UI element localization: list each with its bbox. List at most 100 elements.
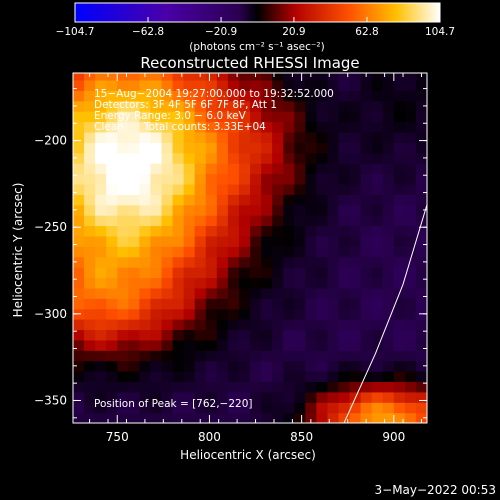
heatmap-cell xyxy=(294,350,306,362)
heatmap-cell xyxy=(272,131,284,143)
heatmap-cell xyxy=(349,246,362,258)
heatmap-cell xyxy=(371,329,384,341)
heatmap-cell xyxy=(183,142,196,154)
heatmap-cell xyxy=(161,183,174,195)
heatmap-cell xyxy=(283,319,295,331)
heatmap-cell xyxy=(415,360,427,372)
heatmap-cell xyxy=(327,121,340,133)
heatmap-cell xyxy=(360,298,373,310)
heatmap-cell xyxy=(294,131,306,143)
heatmap-cell xyxy=(316,173,329,185)
heatmap-cell xyxy=(128,402,140,414)
heatmap-cell xyxy=(382,412,395,423)
heatmap-cell xyxy=(150,267,163,279)
heatmap-cell xyxy=(227,215,240,227)
heatmap-cell xyxy=(150,204,163,216)
heatmap-cell xyxy=(382,183,395,195)
heatmap-cell xyxy=(216,204,229,216)
heatmap-cell xyxy=(128,90,140,102)
heatmap-cell xyxy=(250,235,262,247)
heatmap-cell xyxy=(139,246,152,258)
heatmap-cell xyxy=(183,131,196,143)
heatmap-cell xyxy=(404,319,417,331)
heatmap-cell xyxy=(305,90,317,102)
heatmap-cell xyxy=(261,90,273,102)
heatmap-cell xyxy=(393,360,406,372)
heatmap-cell xyxy=(338,402,351,414)
heatmap-cell xyxy=(194,381,207,393)
heatmap-cell xyxy=(117,287,129,299)
heatmap-cell xyxy=(338,131,351,143)
heatmap-cell xyxy=(349,287,362,299)
heatmap-cell xyxy=(95,339,107,351)
heatmap-cell xyxy=(161,308,174,320)
heatmap-cell xyxy=(404,339,417,351)
heatmap-cell xyxy=(327,194,340,206)
heatmap-cell xyxy=(205,215,218,227)
heatmap-cell xyxy=(371,225,384,237)
heatmap-cell xyxy=(360,121,373,133)
heatmap-cell xyxy=(183,73,196,81)
heatmap-cell xyxy=(327,73,340,81)
solar-limb-curve xyxy=(343,204,427,423)
heatmap-cell xyxy=(349,308,362,320)
heatmap-cell xyxy=(183,402,196,414)
heatmap-cell xyxy=(128,298,140,310)
heatmap-cell xyxy=(172,277,185,289)
heatmap-cell xyxy=(227,142,240,154)
heatmap-cell xyxy=(194,183,207,195)
heatmap-cell xyxy=(316,183,329,195)
heatmap-cell xyxy=(261,225,273,237)
heatmap-cell xyxy=(327,360,340,372)
heatmap-cell xyxy=(360,350,373,362)
heatmap-cell xyxy=(227,225,240,237)
heatmap-cell xyxy=(338,381,351,393)
heatmap-cell xyxy=(172,79,185,91)
heatmap-cell xyxy=(238,183,251,195)
heatmap-cell xyxy=(382,402,395,414)
heatmap-cell xyxy=(382,215,395,227)
heatmap-cell xyxy=(205,246,218,258)
heatmap-cell xyxy=(150,329,163,341)
heatmap-cell xyxy=(139,287,152,299)
heatmap-cell xyxy=(272,183,284,195)
heatmap-cell xyxy=(294,111,306,123)
heatmap-cell xyxy=(283,163,295,175)
heatmap-cell xyxy=(327,329,340,341)
heatmap-cell xyxy=(183,90,196,102)
heatmap-cell xyxy=(404,152,417,164)
heatmap-cell xyxy=(161,391,174,403)
heatmap-cell xyxy=(349,131,362,143)
heatmap-cell xyxy=(238,194,251,206)
heatmap-cell xyxy=(205,360,218,372)
heatmap-cell xyxy=(161,204,174,216)
heatmap-cell xyxy=(84,391,96,403)
heatmap-cell xyxy=(272,350,284,362)
heatmap-cell xyxy=(172,121,185,133)
heatmap-cell xyxy=(305,298,317,310)
heatmap-cell xyxy=(161,319,174,331)
heatmap-cell xyxy=(117,298,129,310)
heatmap-cell xyxy=(316,204,329,216)
heatmap-cell xyxy=(227,308,240,320)
heatmap-cell xyxy=(73,173,85,185)
heatmap-cell xyxy=(382,339,395,351)
heatmap-cell xyxy=(283,402,295,414)
heatmap-cell xyxy=(371,277,384,289)
heatmap-cell xyxy=(117,339,129,351)
heatmap-cell xyxy=(338,79,351,91)
heatmap-cell xyxy=(338,319,351,331)
heatmap-cell xyxy=(128,131,140,143)
heatmap-cell xyxy=(238,402,251,414)
heatmap-cell xyxy=(183,277,196,289)
heatmap-cell xyxy=(305,412,317,423)
heatmap-cell xyxy=(305,308,317,320)
heatmap-cell xyxy=(272,121,284,133)
heatmap-cell xyxy=(139,308,152,320)
heatmap-cell xyxy=(95,173,107,185)
heatmap-cell xyxy=(371,142,384,154)
heatmap-cell xyxy=(415,339,427,351)
heatmap-cell xyxy=(404,412,417,423)
heatmap-cell xyxy=(73,73,85,81)
heatmap-cell xyxy=(172,163,185,175)
